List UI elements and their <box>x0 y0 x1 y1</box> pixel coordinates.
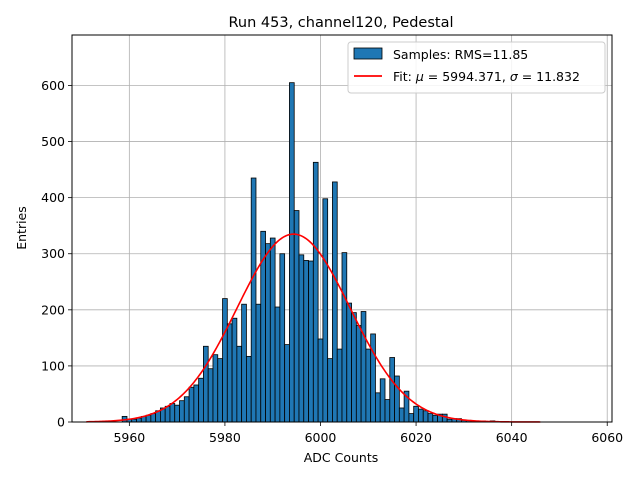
histogram-bar <box>303 260 309 423</box>
histogram-bar <box>246 355 252 423</box>
legend-fit-prefix: Fit: <box>393 69 416 84</box>
histogram-bar <box>289 82 295 423</box>
histogram-bar <box>312 161 319 423</box>
histogram-bar <box>212 354 219 423</box>
histogram-bar <box>236 345 243 423</box>
histogram-bar <box>169 403 176 423</box>
x-axis-ticks: 5960 5980 6000 6020 6040 6060 <box>113 422 623 445</box>
x-tick-label: 6040 <box>496 430 528 445</box>
legend-sigma-symbol: σ <box>510 69 519 84</box>
histogram-bar <box>408 413 415 423</box>
legend-mu-symbol: μ <box>415 69 424 84</box>
histogram-bar <box>360 311 367 423</box>
histogram-bar <box>174 404 180 423</box>
histogram-bar <box>322 198 329 423</box>
y-tick-label: 400 <box>41 190 65 205</box>
histogram-bar <box>265 243 271 423</box>
histogram-bar <box>298 254 305 423</box>
y-tick-label: 0 <box>57 415 65 430</box>
legend-box <box>347 41 606 94</box>
histogram-bar <box>341 252 348 423</box>
histogram-bar <box>198 377 204 423</box>
x-tick-label: 6020 <box>400 430 432 445</box>
histogram-bar <box>365 348 372 423</box>
histogram-bar <box>370 333 376 423</box>
legend-samples-swatch <box>353 47 383 60</box>
chart-title: Run 453, channel120, Pedestal <box>228 15 453 31</box>
histogram-bar <box>207 368 214 423</box>
x-tick-label: 5980 <box>209 430 241 445</box>
histogram-bar <box>241 303 247 423</box>
histogram-bar <box>441 413 448 423</box>
histogram-bar <box>427 413 434 423</box>
histogram-bar <box>231 317 238 423</box>
histogram-bar <box>422 410 429 423</box>
histogram-bar <box>279 253 286 423</box>
histogram-bar <box>355 325 362 423</box>
histogram-bar <box>375 392 381 423</box>
histogram-bar <box>188 386 195 423</box>
histogram-bar <box>308 260 314 423</box>
y-axis-ticks: 0 100 200 300 400 500 600 <box>41 78 72 430</box>
plot-frame <box>71 34 613 423</box>
histogram-bar <box>203 345 209 423</box>
histogram-bar <box>217 358 223 423</box>
histogram-bar <box>336 348 343 423</box>
legend-fit-label: Fit: μ = 5994.371, σ = 11.832 <box>393 69 580 84</box>
x-axis-label: ADC Counts <box>304 450 379 465</box>
legend: Samples: RMS=11.85 Fit: μ = 5994.371, σ … <box>347 41 606 94</box>
y-tick-label: 300 <box>41 246 65 261</box>
histogram-bar <box>269 237 276 423</box>
legend-mu-value: = 5994.371, <box>424 69 510 84</box>
histogram-bar <box>150 413 157 423</box>
histogram-bar <box>332 181 338 423</box>
legend-sigma-value: = 11.832 <box>518 69 580 84</box>
histogram-bar <box>346 302 352 423</box>
histogram-bar <box>384 399 391 423</box>
histogram-bar <box>351 312 357 423</box>
fit-curve <box>86 233 541 423</box>
histogram-bar <box>274 306 281 423</box>
x-tick-label: 6000 <box>305 430 337 445</box>
histogram-bar <box>193 384 200 423</box>
histogram-bar <box>394 375 400 423</box>
histogram-bar <box>379 378 386 423</box>
y-axis-label: Entries <box>14 206 29 250</box>
histogram-bar <box>398 407 405 423</box>
histogram-bar <box>418 408 424 423</box>
x-tick-label: 5960 <box>113 430 145 445</box>
histogram-bar <box>432 414 438 423</box>
histogram-bar <box>317 338 324 423</box>
histogram-bar <box>255 303 262 423</box>
y-tick-label: 100 <box>41 358 65 373</box>
histogram-bar <box>222 298 228 423</box>
y-tick-label: 600 <box>41 78 65 93</box>
histogram-bar <box>183 396 190 423</box>
legend-samples-label: Samples: RMS=11.85 <box>393 47 528 62</box>
histogram-bar <box>284 344 290 423</box>
histogram-bar <box>226 323 233 423</box>
histogram-bar <box>250 177 257 423</box>
y-tick-label: 200 <box>41 302 65 317</box>
histogram-bar <box>179 400 185 423</box>
histogram-bar <box>293 210 300 423</box>
x-tick-label: 6060 <box>591 430 623 445</box>
histogram-bar <box>327 358 333 423</box>
histogram-bar <box>164 405 171 423</box>
histogram-bar <box>413 405 419 423</box>
histogram-bar <box>389 357 395 423</box>
y-tick-label: 500 <box>41 134 65 149</box>
